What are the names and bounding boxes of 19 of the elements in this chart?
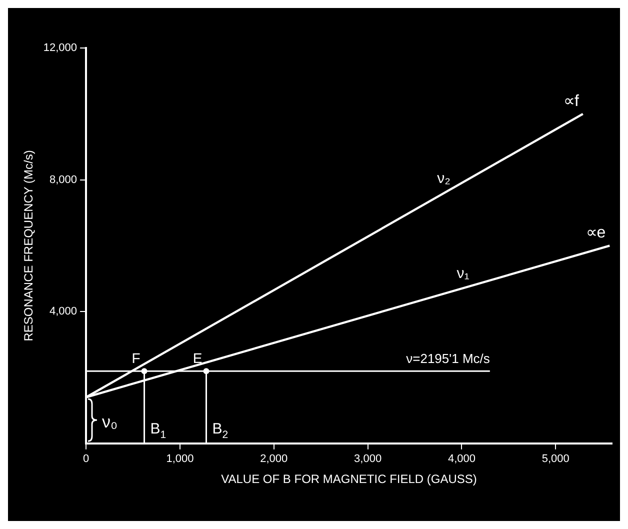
y-tick-label: 4,000 (50, 306, 78, 318)
annotation: ν₀ (102, 412, 118, 432)
y-tick-label: 12,000 (43, 42, 78, 54)
annotation: E (192, 350, 202, 366)
x-axis-title: VALUE OF B FOR MAGNETIC FIELD (GAUSS) (221, 472, 477, 486)
ref-line-label: ν=2195'1 Mc/s (406, 351, 490, 366)
y-axis-title: RESONANCE FREQUENCY (Mc/s) (22, 150, 36, 342)
y-tick-label: 8,000 (50, 174, 78, 186)
x-tick-label: 1,000 (166, 453, 194, 466)
x-tick-label: 4,000 (448, 453, 476, 466)
x-tick-label: 2,000 (260, 453, 288, 466)
series-label: ν₂ (437, 170, 451, 188)
series-label: ν₁ (456, 265, 470, 282)
x-tick-label: 0 (82, 453, 90, 466)
x-tick-label: 3,000 (354, 453, 382, 466)
annotation: ∝f (563, 92, 580, 110)
annotation: ∝e (586, 224, 606, 242)
x-tick-label: 5,000 (542, 453, 570, 466)
annotation: F (132, 350, 140, 366)
